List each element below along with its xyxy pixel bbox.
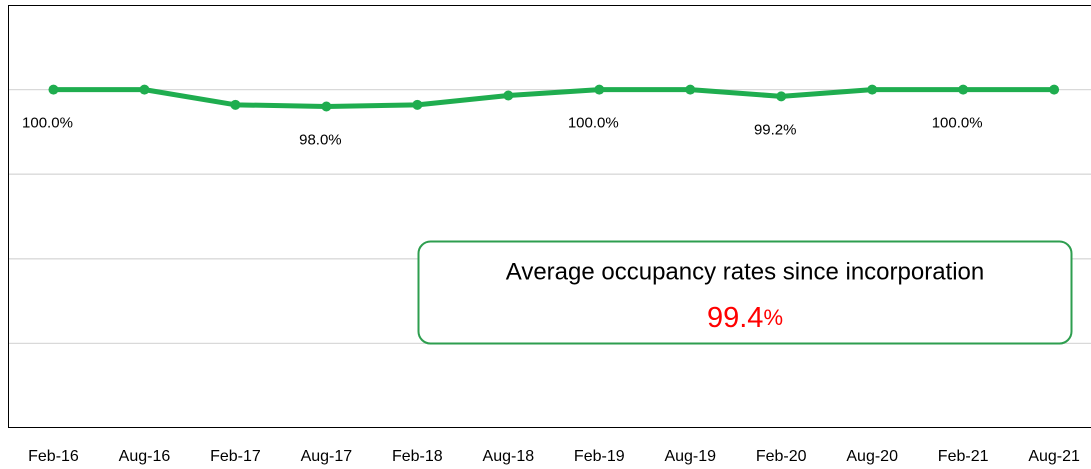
point [139,84,150,95]
x-tick-label: Aug-21 [1028,448,1080,465]
annotation-text: Average occupancy rates since incorporat… [506,258,985,285]
annotation-value: 99.4% [707,302,783,334]
point [867,84,878,95]
point [594,84,605,95]
x-tick-label: Aug-16 [119,448,171,465]
x-tick-label: Aug-20 [846,448,898,465]
data-label: 99.2% [754,121,797,138]
point [230,99,241,110]
point [1049,84,1060,95]
x-tick-label: Feb-18 [392,448,443,465]
x-tick-label: Aug-17 [301,448,353,465]
x-tick-label: Feb-21 [938,448,989,465]
point [776,91,787,102]
point [503,90,514,101]
x-tick-label: Feb-17 [210,448,261,465]
x-tick-label: Aug-19 [664,448,716,465]
data-label: 100.0% [932,115,983,132]
data-label: 100.0% [22,115,73,132]
point [685,84,696,95]
annotation-unit: % [763,305,783,330]
line [53,87,1055,110]
annotation-box [417,240,1073,345]
x-tick-label: Feb-16 [28,448,79,465]
point [958,84,969,95]
point [412,99,423,110]
annotation-number: 99.4 [707,302,763,334]
data-label: 98.0% [299,131,342,148]
point [48,84,59,95]
plot-frame [8,5,1091,428]
x-tick-label: Aug-18 [483,448,535,465]
data-label: 100.0% [568,115,619,132]
x-tick-label: Feb-20 [756,448,807,465]
x-tick-label: Feb-19 [574,448,625,465]
point [321,101,332,112]
